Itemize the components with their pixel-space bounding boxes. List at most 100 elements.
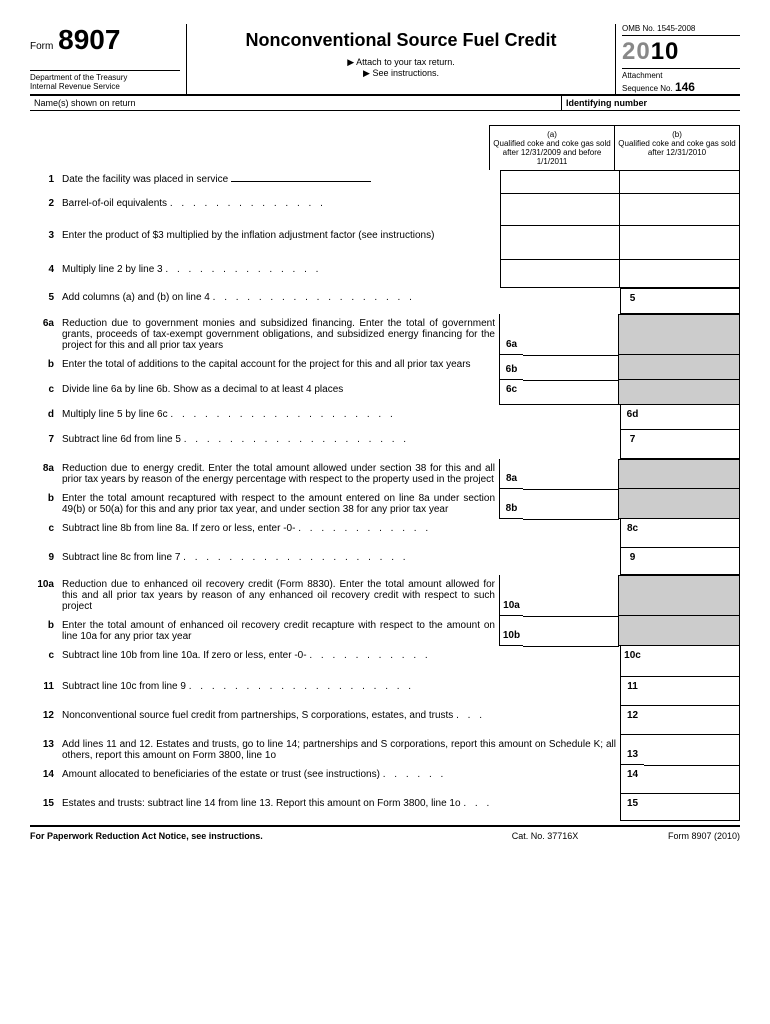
- line-8a-input[interactable]: [523, 459, 619, 490]
- line-13-input[interactable]: [644, 735, 740, 766]
- line-6d: d Multiply line 5 by line 6c . . . . . .…: [30, 405, 740, 430]
- line-1-col-b[interactable]: [620, 170, 740, 194]
- line-7-text: Subtract line 6d from line 5: [62, 434, 181, 445]
- line-10c: c Subtract line 10b from line 10a. If ze…: [30, 646, 740, 677]
- line-15-text: Estates and trusts: subtract line 14 fro…: [62, 798, 461, 809]
- col-a-header: (a) Qualified coke and coke gas sold aft…: [489, 125, 615, 170]
- header-left: Form 8907 Department of the Treasury Int…: [30, 24, 187, 94]
- line-12-num: 12: [620, 706, 644, 735]
- line-10b: b Enter the total amount of enhanced oil…: [30, 616, 740, 646]
- line-2-col-b[interactable]: [620, 194, 740, 226]
- line-4-col-a[interactable]: [500, 260, 620, 288]
- omb-number: OMB No. 1545-2008: [622, 24, 740, 36]
- line-15: 15 Estates and trusts: subtract line 14 …: [30, 794, 740, 821]
- line-9-num: 9: [620, 548, 644, 575]
- line-3-text: Enter the product of $3 multiplied by th…: [56, 226, 500, 245]
- line-15-input[interactable]: [644, 794, 740, 821]
- line-5-num: 5: [620, 288, 644, 314]
- line-6c-input[interactable]: [523, 380, 619, 405]
- tax-year: 2010: [622, 36, 740, 69]
- line-4: 4 Multiply line 2 by line 3 . . . . . . …: [30, 260, 740, 288]
- line-14-text: Amount allocated to beneficiaries of the…: [62, 769, 380, 780]
- footer-left: For Paperwork Reduction Act Notice, see …: [30, 831, 470, 841]
- line-11-num: 11: [620, 677, 644, 706]
- line-2-col-a[interactable]: [500, 194, 620, 226]
- footer-right: Form 8907 (2010): [620, 831, 740, 841]
- line-10c-num: 10c: [620, 646, 644, 677]
- line-11-input[interactable]: [644, 677, 740, 706]
- line-9: 9 Subtract line 8c from line 7 . . . . .…: [30, 548, 740, 575]
- line-10a-num: 10a: [499, 575, 523, 616]
- line-6d-input[interactable]: [644, 405, 740, 430]
- form-title: Nonconventional Source Fuel Credit: [193, 30, 609, 51]
- line-1: 1 Date the facility was placed in servic…: [30, 170, 740, 194]
- ident-label: Identifying number: [561, 96, 740, 110]
- line-1-input[interactable]: [231, 181, 371, 182]
- line-10b-shade: [619, 616, 740, 646]
- line-12-input[interactable]: [644, 706, 740, 735]
- line-6b-text: Enter the total of additions to the capi…: [56, 355, 499, 374]
- line-6b-input[interactable]: [523, 355, 619, 381]
- line-12: 12 Nonconventional source fuel credit fr…: [30, 706, 740, 735]
- line-7: 7 Subtract line 6d from line 5 . . . . .…: [30, 430, 740, 459]
- header-middle: Nonconventional Source Fuel Credit ▶ Att…: [187, 24, 616, 94]
- line-6b: b Enter the total of additions to the ca…: [30, 355, 740, 380]
- form-word: Form: [30, 41, 53, 52]
- line-9-input[interactable]: [644, 548, 740, 575]
- line-8b-input[interactable]: [523, 489, 619, 520]
- line-14: 14 Amount allocated to beneficiaries of …: [30, 765, 740, 794]
- line-7-num: 7: [620, 430, 644, 459]
- line-5-text: Add columns (a) and (b) on line 4: [62, 292, 210, 303]
- line-6a-shade: [619, 314, 740, 355]
- line-8c-text: Subtract line 8b from line 8a. If zero o…: [62, 523, 295, 534]
- line-12-text: Nonconventional source fuel credit from …: [62, 710, 453, 721]
- line-6b-num: 6b: [499, 355, 523, 380]
- line-7-input[interactable]: [644, 430, 740, 459]
- line-6a-input[interactable]: [523, 314, 619, 356]
- line-6c-shade: [619, 380, 740, 405]
- line-10b-text: Enter the total amount of enhanced oil r…: [56, 616, 499, 646]
- line-15-num: 15: [620, 794, 644, 821]
- line-8b-shade: [619, 489, 740, 519]
- line-1-col-a[interactable]: [500, 170, 620, 194]
- line-8b-num: 8b: [499, 489, 523, 519]
- year-value: 10: [651, 38, 680, 65]
- line-9-text: Subtract line 8c from line 7: [62, 552, 180, 563]
- department: Department of the Treasury Internal Reve…: [30, 70, 180, 91]
- line-6c: c Divide line 6a by line 6b. Show as a d…: [30, 380, 740, 405]
- line-10a-text: Reduction due to enhanced oil recovery c…: [56, 575, 499, 616]
- line-5-input[interactable]: [644, 288, 740, 314]
- line-13-num: 13: [620, 735, 644, 765]
- footer-mid: Cat. No. 37716X: [470, 831, 620, 841]
- line-14-input[interactable]: [644, 765, 740, 794]
- line-6b-shade: [619, 355, 740, 380]
- line-1-text: Date the facility was placed in service: [62, 174, 228, 185]
- line-4-col-b[interactable]: [620, 260, 740, 288]
- line-8c-num: 8c: [620, 519, 644, 548]
- line-10b-input[interactable]: [523, 616, 619, 647]
- line-8c-input[interactable]: [644, 519, 740, 548]
- header-right: OMB No. 1545-2008 2010 AttachmentSequenc…: [616, 24, 740, 94]
- line-6c-num: 6c: [499, 380, 523, 405]
- line-10c-input[interactable]: [644, 646, 740, 677]
- line-6d-text: Multiply line 5 by line 6c: [62, 409, 168, 420]
- line-2: 2 Barrel-of-oil equivalents . . . . . . …: [30, 194, 740, 226]
- line-10a-input[interactable]: [523, 575, 619, 617]
- form-header: Form 8907 Department of the Treasury Int…: [30, 24, 740, 96]
- line-6a-num: 6a: [499, 314, 523, 355]
- line-10b-num: 10b: [499, 616, 523, 646]
- line-3-col-b[interactable]: [620, 226, 740, 260]
- line-6a-text: Reduction due to government monies and s…: [56, 314, 499, 355]
- line-3-col-a[interactable]: [500, 226, 620, 260]
- line-8b: b Enter the total amount recaptured with…: [30, 489, 740, 519]
- line-6d-num: 6d: [620, 405, 644, 430]
- line-10c-text: Subtract line 10b from line 10a. If zero…: [62, 650, 307, 661]
- line-11: 11 Subtract line 10c from line 9 . . . .…: [30, 677, 740, 706]
- name-id-row: Name(s) shown on return Identifying numb…: [30, 96, 740, 111]
- line-14-num: 14: [620, 765, 644, 794]
- year-prefix: 20: [622, 38, 651, 65]
- line-2-text: Barrel-of-oil equivalents: [62, 198, 167, 209]
- col-b-header: (b) Qualified coke and coke gas sold aft…: [615, 125, 740, 170]
- subtitle-2: ▶ See instructions.: [193, 68, 609, 79]
- line-11-text: Subtract line 10c from line 9: [62, 681, 186, 692]
